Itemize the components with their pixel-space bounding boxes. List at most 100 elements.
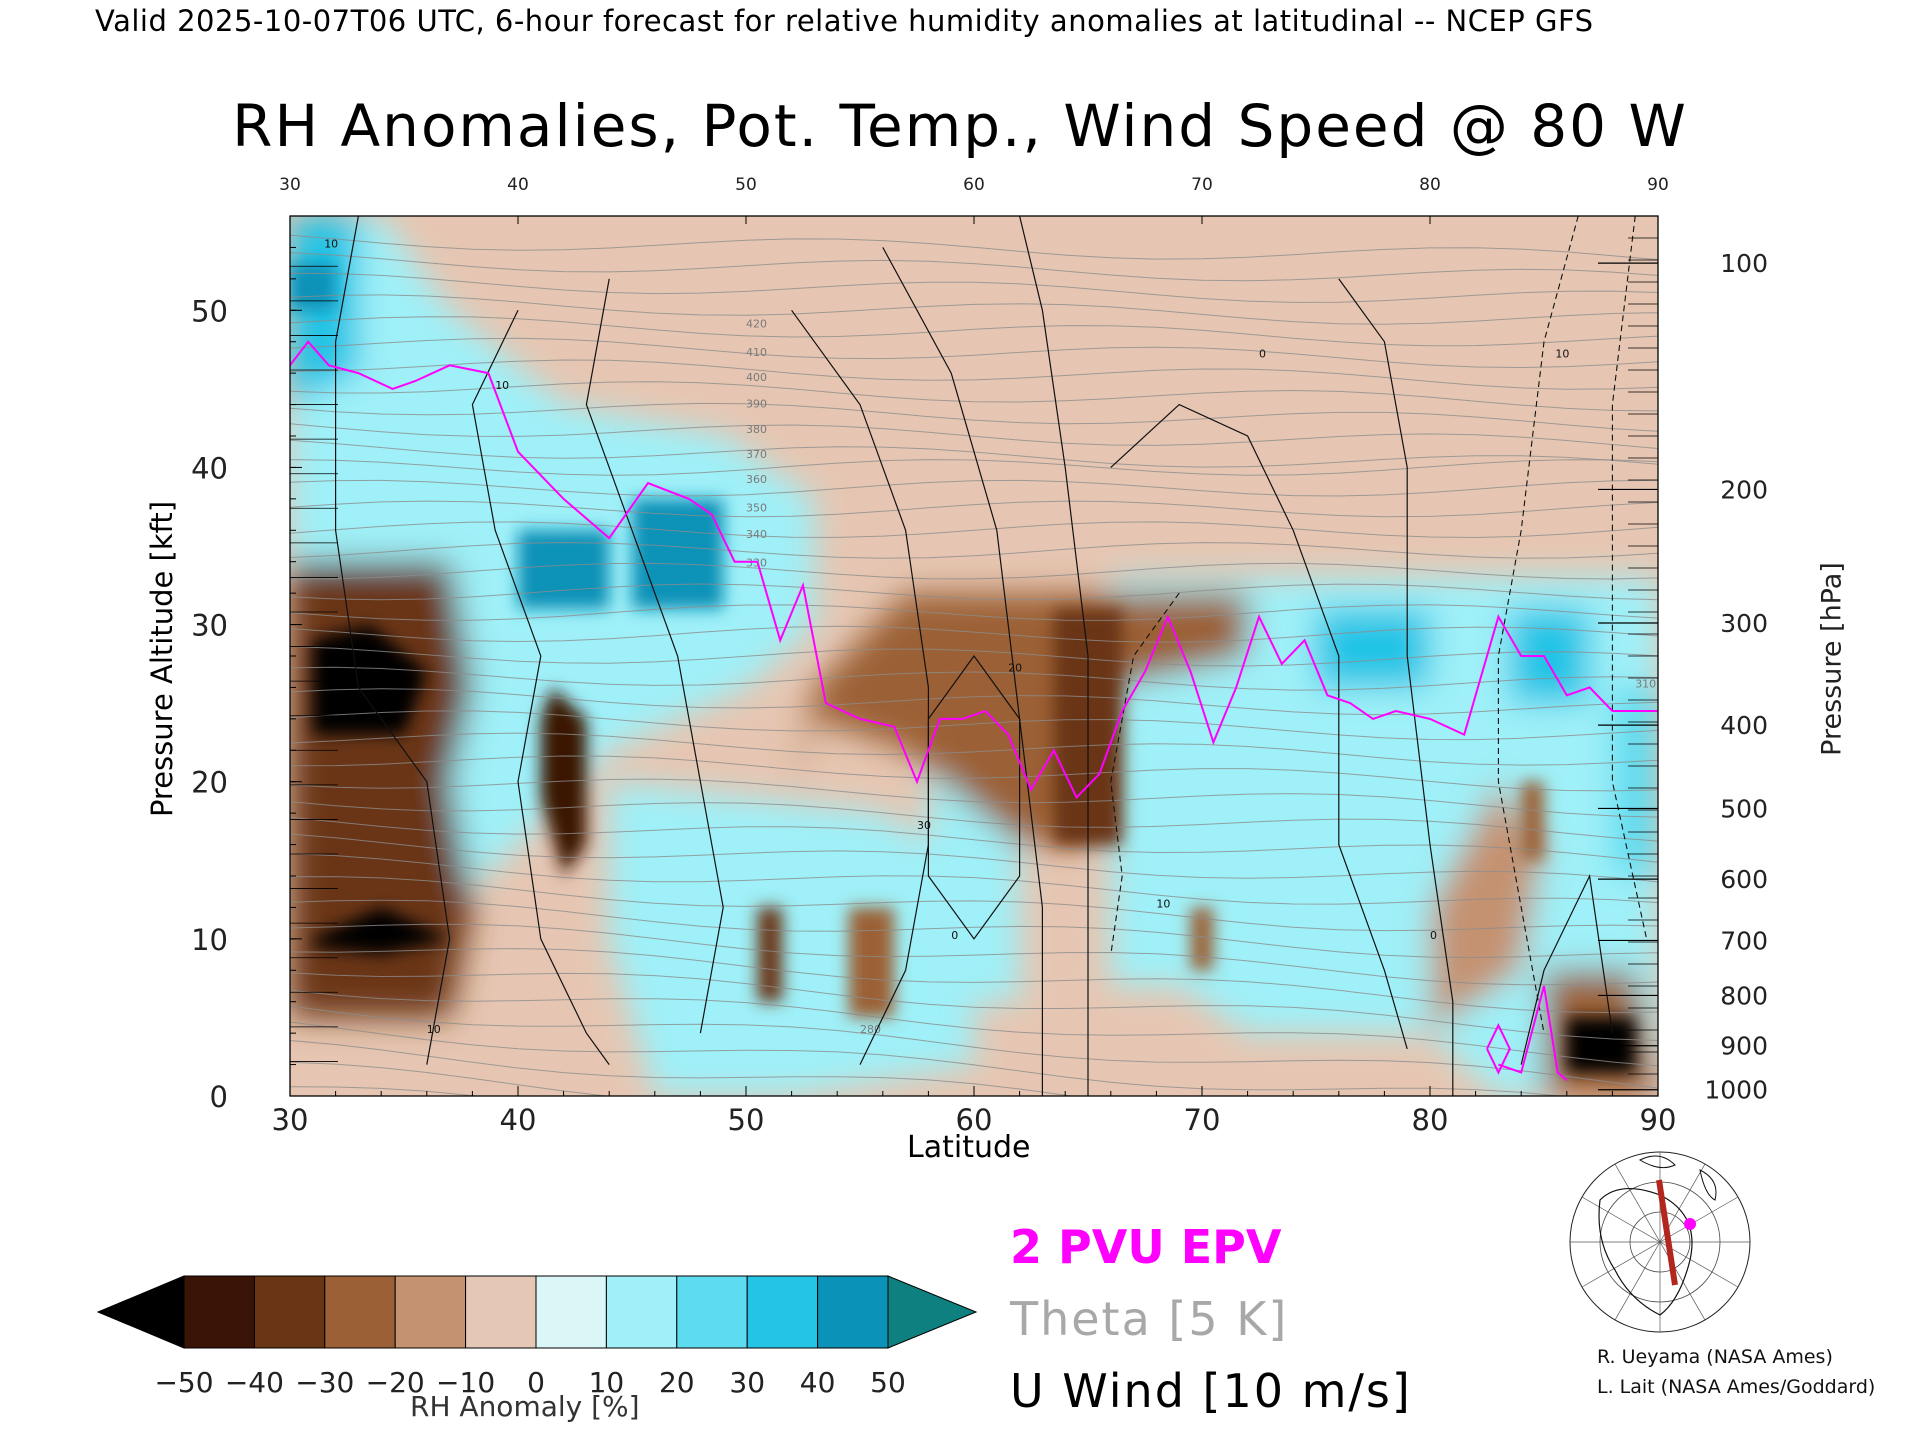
theta-contour (290, 252, 1658, 282)
theta-contour (290, 562, 1658, 580)
moist-region-89 (1612, 687, 1658, 876)
theta-contour (290, 402, 1658, 432)
y-tick-label: 10 (191, 923, 228, 957)
dry-core-70 (1190, 907, 1214, 971)
y-tick-label: 50 (191, 294, 228, 328)
colorbar-tick-label: 30 (729, 1366, 765, 1399)
theta-contour (290, 423, 1658, 449)
theta-contour (290, 989, 1658, 1067)
moist-core-46 (632, 498, 724, 609)
theta-contour-label: 310 (1635, 677, 1656, 690)
pressure-tick-label: 300 (1720, 609, 1768, 638)
pressure-tick-label: 500 (1720, 794, 1768, 823)
y-tick-label: 30 (191, 609, 228, 643)
theta-contour (290, 459, 1658, 476)
legend-theta: Theta [5 K] (1010, 1292, 1289, 1346)
theta-contour (290, 1040, 1076, 1096)
pressure-tick-label: 1000 (1704, 1076, 1768, 1105)
legend-epv: 2 PVU EPV (1010, 1220, 1282, 1274)
wind-contour (1520, 873, 1613, 1065)
theta-contour (290, 732, 1658, 766)
colorbar-segment (676, 1275, 748, 1349)
wind-contour-label: 10 (1156, 897, 1170, 910)
wind-contour (1019, 216, 1089, 1096)
colorbar-arrow-low (96, 1275, 185, 1349)
wind-contour-label: 0 (951, 929, 958, 942)
theta-contour (290, 272, 1658, 303)
x-tick-label-top: 30 (279, 175, 301, 195)
theta-contour (290, 972, 1658, 1041)
minimap-meridian (1581, 1196, 1661, 1243)
colorbar-segment (817, 1275, 889, 1349)
theta-contour-label: 330 (746, 556, 767, 569)
theta-contour (290, 500, 1658, 518)
theta-contour (290, 294, 1658, 325)
dry-core-51 (757, 907, 783, 1002)
x-tick-label: 70 (1184, 1103, 1221, 1137)
theta-contour (290, 625, 1658, 643)
dry-core-lower (312, 907, 450, 955)
credit-line-2: L. Lait (NASA Ames/Goddard) (1597, 1376, 1876, 1398)
theta-contour (290, 876, 1658, 932)
theta-contour-label: 340 (746, 528, 767, 541)
theta-contour-label: 370 (746, 448, 767, 461)
colorbar-tick-label: −10 (436, 1366, 495, 1399)
theta-contour (290, 479, 1658, 497)
colorbar-tick-label: 0 (527, 1366, 545, 1399)
dry-core-surface (1566, 1017, 1636, 1073)
wind-contour-label: 30 (917, 819, 931, 832)
x-tick-label-top: 90 (1647, 175, 1669, 195)
minimap-meridian (1614, 1163, 1661, 1243)
wind-contour-negative (1611, 216, 1648, 940)
legend-wind: U Wind [10 m/s] (1010, 1364, 1412, 1418)
theta-contour (290, 923, 1658, 986)
x-tick-label: 40 (500, 1103, 537, 1137)
theta-contour (290, 833, 1658, 883)
location-minimap (1569, 1151, 1751, 1333)
moist-region-76 (1316, 608, 1430, 688)
minimap-coastline-north (1638, 1155, 1717, 1201)
wind-contour-negative (1497, 216, 1579, 1034)
header-text: Valid 2025-10-07T06 UTC, 6-hour forecast… (95, 4, 1594, 38)
theta-contour (290, 381, 1658, 412)
pressure-tick-label: 700 (1720, 926, 1768, 955)
colorbar-segment (465, 1275, 537, 1349)
y-axis-label-right: Pressure [hPa] (1816, 562, 1848, 756)
x-tick-label: 80 (1412, 1103, 1449, 1137)
wind-contour-label: 0 (1259, 347, 1266, 360)
y-tick-label: 0 (210, 1080, 228, 1114)
colorbar-tick-label: 10 (589, 1366, 625, 1399)
theta-contour-label: 390 (746, 398, 767, 411)
theta-contour-label: 360 (746, 473, 767, 486)
theta-contour (290, 541, 1658, 559)
x-axis-label: Latitude (907, 1130, 1031, 1165)
pressure-tick-label: 100 (1720, 249, 1768, 278)
wind-contour (1338, 278, 1454, 1096)
wind-contour-label: 10 (495, 379, 509, 392)
colorbar-segment (183, 1275, 255, 1349)
wind-contour-label: 10 (427, 1023, 441, 1036)
minimap-meridian (1614, 1241, 1661, 1321)
x-tick-label: 50 (728, 1103, 765, 1137)
minimap-marker (1684, 1218, 1696, 1230)
wind-contour-label: 0 (1430, 929, 1437, 942)
epv-line-isolated (1486, 1022, 1511, 1075)
theta-contour (290, 899, 1658, 959)
wind-contour (1110, 403, 1408, 1050)
theta-contour (290, 646, 1658, 667)
minimap-coastline (1598, 1187, 1693, 1316)
x-tick-label: 30 (272, 1103, 309, 1137)
colorbar-segment (605, 1275, 678, 1349)
colorbar-tick-label: −50 (154, 1366, 213, 1399)
wind-contour (882, 247, 1043, 1096)
colorbar-arrow-high (887, 1275, 978, 1349)
wind-contour (791, 309, 929, 1065)
colorbar: −50 −40 −30 −20 −10 0 10 20 30 40 50 (96, 1275, 978, 1399)
dry-region-north (1430, 781, 1544, 1034)
theta-contour (290, 948, 1658, 1014)
dry-core-84 (1521, 781, 1544, 861)
chart-title: RH Anomalies, Pot. Temp., Wind Speed @ 8… (232, 92, 1688, 160)
dry-core-55 (848, 907, 895, 1018)
x-tick-label: 60 (956, 1103, 993, 1137)
